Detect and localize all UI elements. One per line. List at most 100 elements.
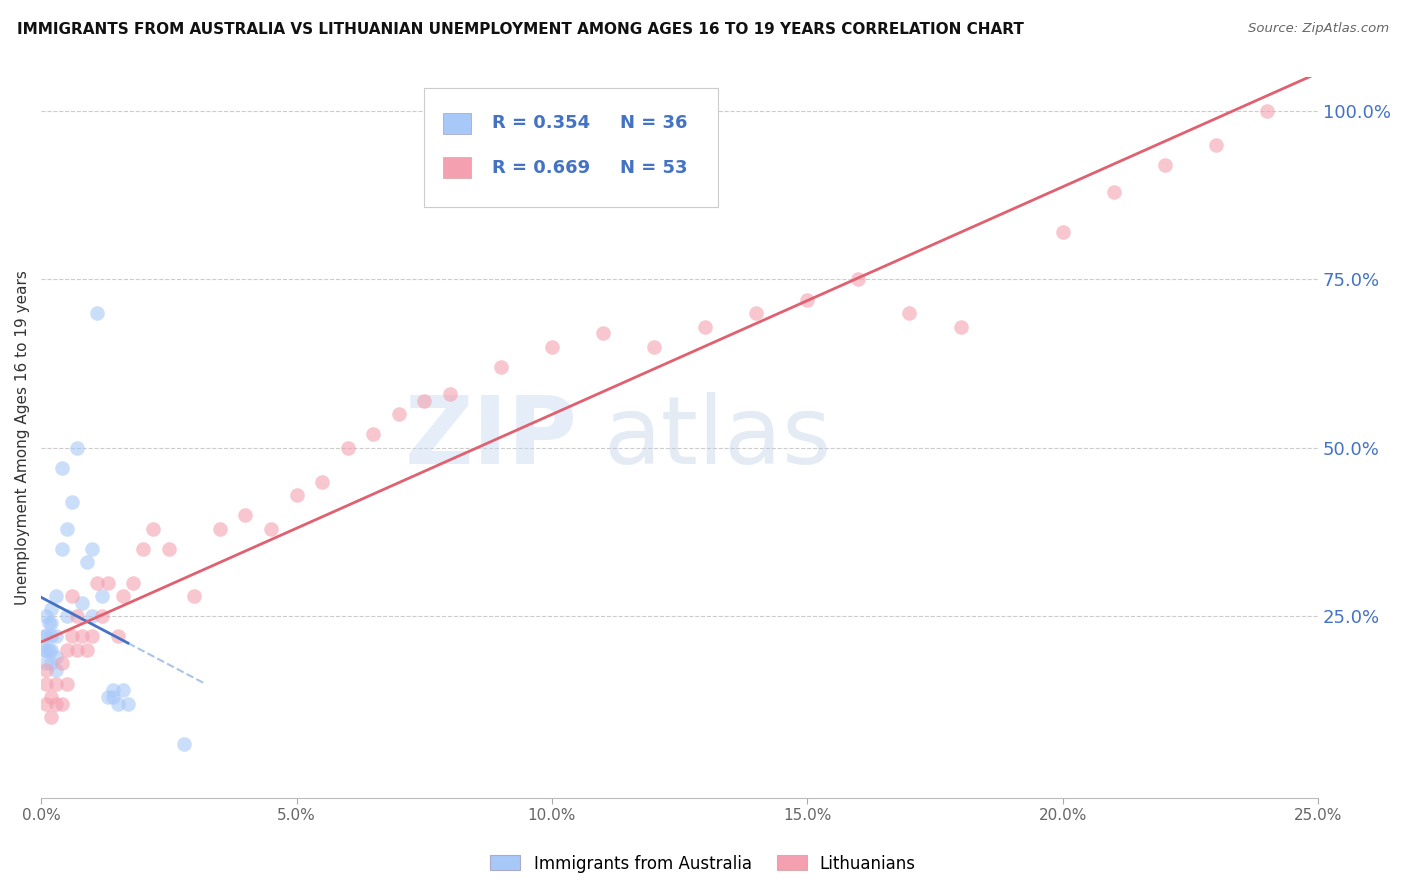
Point <box>1256 104 1278 119</box>
Point <box>489 359 512 374</box>
Point <box>260 522 283 536</box>
Point <box>82 541 104 556</box>
Point <box>796 293 818 307</box>
Point <box>38 643 60 657</box>
Point <box>96 690 118 704</box>
Point <box>35 663 58 677</box>
Point <box>41 657 63 671</box>
Point <box>183 589 205 603</box>
Point <box>55 676 77 690</box>
Point <box>51 541 73 556</box>
Point <box>107 629 129 643</box>
Point <box>45 697 67 711</box>
Point <box>86 306 108 320</box>
Point <box>285 488 308 502</box>
Point <box>35 676 58 690</box>
Point <box>66 441 89 455</box>
Text: Source: ZipAtlas.com: Source: ZipAtlas.com <box>1249 22 1389 36</box>
Point <box>45 676 67 690</box>
Point <box>122 575 145 590</box>
Point <box>60 629 83 643</box>
Point <box>142 522 165 536</box>
Point <box>111 683 134 698</box>
Point <box>157 541 180 556</box>
Point <box>66 609 89 624</box>
Point <box>32 643 55 657</box>
FancyBboxPatch shape <box>443 112 471 134</box>
Point <box>91 609 114 624</box>
Point <box>949 319 972 334</box>
Point <box>70 596 93 610</box>
Point <box>86 575 108 590</box>
Point <box>82 629 104 643</box>
Point <box>41 629 63 643</box>
Point <box>1154 158 1177 172</box>
Point <box>101 683 124 698</box>
Point <box>35 629 58 643</box>
Point <box>336 441 359 455</box>
Point <box>898 306 921 320</box>
Point <box>41 710 63 724</box>
Y-axis label: Unemployment Among Ages 16 to 19 years: Unemployment Among Ages 16 to 19 years <box>15 270 30 605</box>
Point <box>439 387 461 401</box>
Point <box>70 629 93 643</box>
Point <box>60 589 83 603</box>
FancyBboxPatch shape <box>443 157 471 178</box>
Point <box>66 643 89 657</box>
Point <box>361 427 384 442</box>
Point <box>745 306 768 320</box>
Point <box>35 697 58 711</box>
Point <box>38 615 60 630</box>
Point <box>132 541 155 556</box>
Point <box>111 589 134 603</box>
Point <box>96 575 118 590</box>
Text: N = 53: N = 53 <box>620 159 688 177</box>
Point <box>235 508 257 523</box>
Point <box>311 475 333 489</box>
Text: ZIP: ZIP <box>405 392 578 483</box>
Point <box>41 615 63 630</box>
Text: atlas: atlas <box>603 392 831 483</box>
Point <box>55 643 77 657</box>
Point <box>45 589 67 603</box>
Text: IMMIGRANTS FROM AUSTRALIA VS LITHUANIAN UNEMPLOYMENT AMONG AGES 16 TO 19 YEARS C: IMMIGRANTS FROM AUSTRALIA VS LITHUANIAN … <box>17 22 1024 37</box>
Point <box>107 697 129 711</box>
Point <box>82 609 104 624</box>
Point <box>1205 137 1227 152</box>
Point <box>51 657 73 671</box>
Text: R = 0.669: R = 0.669 <box>492 159 591 177</box>
Point <box>76 643 98 657</box>
Point <box>592 326 614 341</box>
Point <box>60 494 83 508</box>
Legend: Immigrants from Australia, Lithuanians: Immigrants from Australia, Lithuanians <box>484 848 922 880</box>
FancyBboxPatch shape <box>425 88 718 207</box>
Point <box>32 629 55 643</box>
Point <box>208 522 231 536</box>
Point <box>35 643 58 657</box>
Point <box>1102 185 1125 199</box>
Point <box>848 272 870 286</box>
Point <box>117 697 139 711</box>
Point <box>35 657 58 671</box>
Point <box>41 643 63 657</box>
Point <box>173 737 195 751</box>
Text: R = 0.354: R = 0.354 <box>492 114 591 132</box>
Point <box>41 690 63 704</box>
Point <box>1052 225 1074 239</box>
Point <box>76 555 98 569</box>
Point <box>41 602 63 616</box>
Point <box>51 461 73 475</box>
Point <box>101 690 124 704</box>
Point <box>541 340 564 354</box>
Text: N = 36: N = 36 <box>620 114 688 132</box>
Point <box>45 629 67 643</box>
Point <box>643 340 665 354</box>
Point <box>55 522 77 536</box>
Point <box>35 609 58 624</box>
Point <box>413 393 436 408</box>
Point <box>45 663 67 677</box>
Point <box>695 319 717 334</box>
Point <box>388 407 411 421</box>
Point <box>55 609 77 624</box>
Point <box>45 649 67 664</box>
